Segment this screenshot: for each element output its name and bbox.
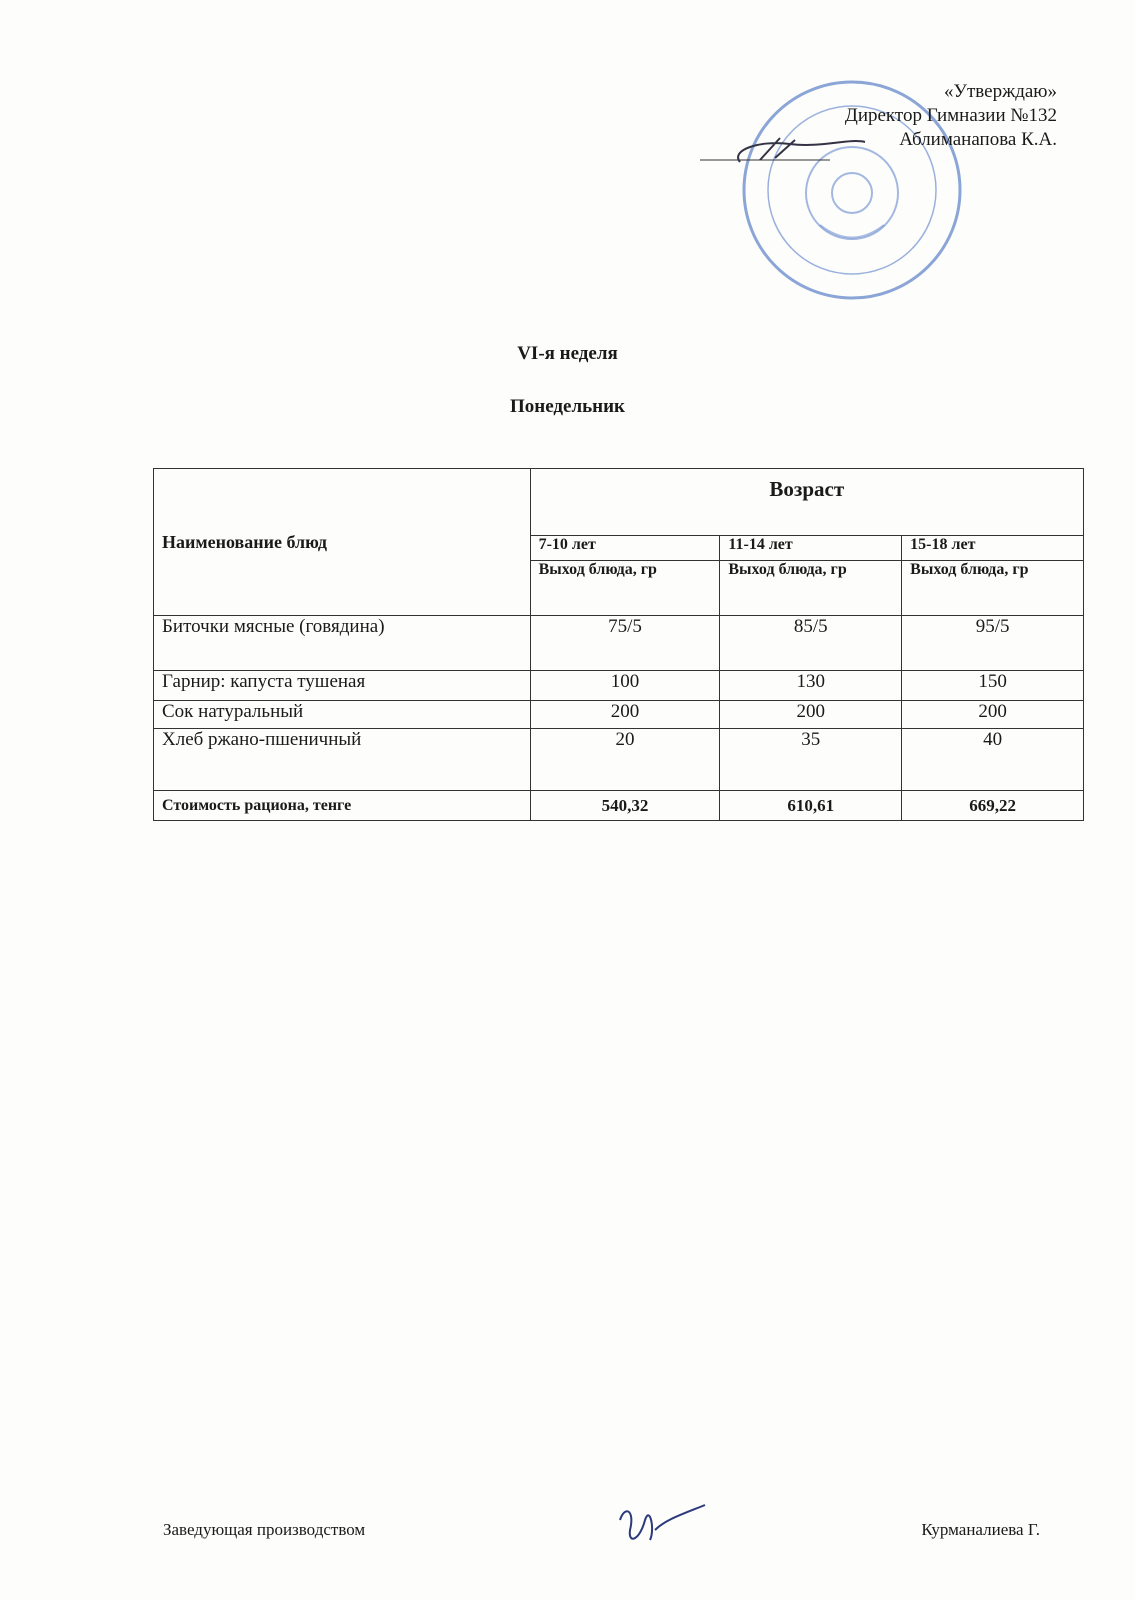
dish-value: 100 (529, 670, 721, 701)
approval-heading: «Утверждаю» (944, 81, 1057, 102)
week-title: VI-я неделя (517, 343, 618, 364)
dish-value: 40 (901, 728, 1084, 791)
official-seal (742, 80, 962, 300)
age-group: 15-18 лет (901, 535, 1084, 561)
dish-value: 150 (901, 670, 1084, 701)
director-signature (700, 137, 866, 163)
total-value: 610,61 (719, 790, 903, 821)
footer-name: Курманалиева Г. (921, 1520, 1040, 1539)
age-header: Возраст (529, 468, 1085, 536)
dish-value: 200 (901, 700, 1084, 729)
approver-position: Директор Гимназии №132 (844, 105, 1057, 126)
day-title: Понедельник (509, 396, 625, 417)
table-row: Гарнир: капуста тушеная 100 130 150 (153, 670, 1084, 701)
menu-table: Наименование блюд Возраст 7-10 лет 11-14… (153, 468, 1085, 821)
output-label: Выход блюда, гр (901, 560, 1084, 616)
approval-block: «Утверждаю» Директор Гимназии №132 Аблим… (845, 80, 1057, 152)
total-value: 540,32 (529, 790, 721, 821)
approver-name: Аблиманапова К.А. (899, 129, 1057, 150)
dish-value: 75/5 (529, 615, 721, 671)
dish-name: Гарнир: капуста тушеная (153, 670, 531, 701)
dish-value: 35 (719, 728, 903, 791)
total-label: Стоимость рациона, тенге (153, 790, 531, 821)
footer-position: Заведующая производством (163, 1520, 366, 1539)
dish-value: 20 (529, 728, 721, 791)
dish-value: 130 (719, 670, 903, 701)
dish-value: 200 (719, 700, 903, 729)
age-group: 7-10 лет (529, 535, 721, 561)
table-row: Сок натуральный 200 200 200 (153, 700, 1084, 729)
output-label: Выход блюда, гр (529, 560, 721, 616)
total-row: Стоимость рациона, тенге 540,32 610,61 6… (153, 790, 1084, 821)
dish-value: 85/5 (719, 615, 903, 671)
dish-value: 95/5 (901, 615, 1084, 671)
dish-value: 200 (529, 700, 721, 729)
total-value: 669,22 (901, 790, 1084, 821)
manager-signature (619, 1504, 706, 1541)
table-row: Биточки мясные (говядина) 75/5 85/5 95/5 (153, 615, 1084, 671)
age-group: 11-14 лет (719, 535, 903, 561)
dish-name: Биточки мясные (говядина) (153, 615, 531, 671)
dish-name: Хлеб ржано-пшеничный (153, 728, 531, 791)
table-row: Хлеб ржано-пшеничный 20 35 40 (153, 728, 1084, 791)
output-label: Выход блюда, гр (719, 560, 903, 616)
name-header: Наименование блюд (153, 468, 531, 616)
dish-name: Сок натуральный (153, 700, 531, 729)
